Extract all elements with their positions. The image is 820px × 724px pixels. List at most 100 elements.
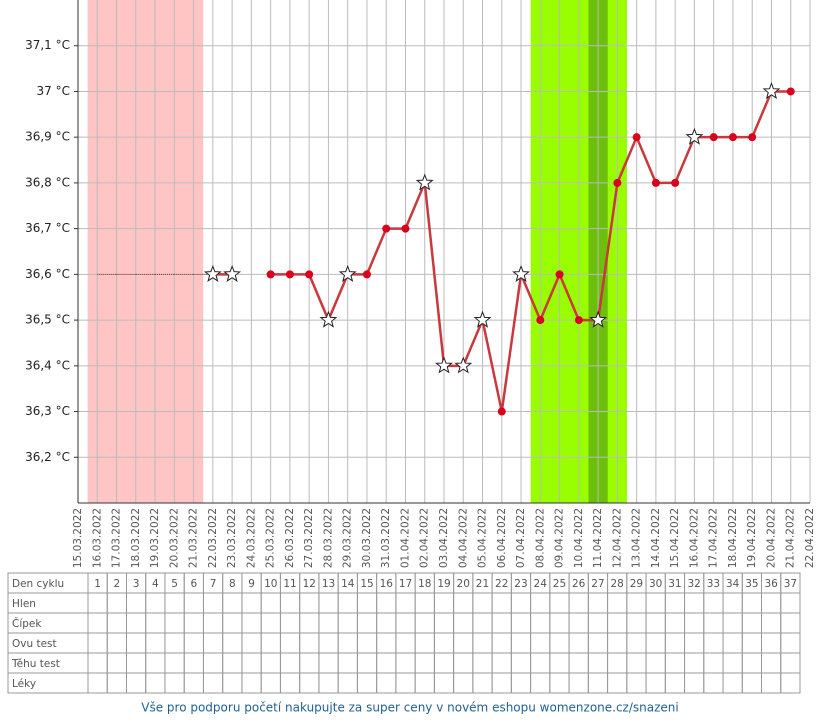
- table-cell: [530, 612, 551, 634]
- cycle-day: 24: [534, 578, 548, 590]
- table-cell: [722, 672, 743, 694]
- cycle-day: 7: [210, 578, 217, 590]
- row-label: Den cyklu: [12, 578, 64, 590]
- cycle-day: 34: [726, 578, 740, 590]
- table-cell: [376, 612, 397, 634]
- table-cell: [106, 592, 127, 614]
- table-cell: [222, 672, 243, 694]
- table-cell: [568, 612, 589, 634]
- table-cell: [356, 672, 378, 694]
- table-cell: [530, 672, 551, 694]
- table-cell: [260, 652, 281, 674]
- cycle-day: 13: [322, 578, 335, 590]
- cycle-day: 26: [572, 578, 586, 590]
- x-tick-label: 25.03.2022: [265, 508, 277, 568]
- point: [266, 270, 275, 279]
- x-tick-label: 09.04.2022: [554, 508, 566, 568]
- row-label: Těhu test: [11, 658, 60, 670]
- table-cell: [645, 612, 666, 634]
- table-cell: [145, 612, 166, 634]
- table-cell: [722, 612, 743, 634]
- table-cell: [395, 612, 416, 634]
- table-cell: [260, 592, 281, 614]
- table-cell: [241, 672, 262, 694]
- table-cell: [279, 612, 301, 634]
- cycle-day: 1: [94, 578, 101, 590]
- table-cell: [626, 612, 647, 634]
- cycle-day: 19: [437, 578, 450, 590]
- table-cell: [780, 592, 801, 614]
- table-cell: [510, 632, 532, 654]
- line-segment: [500, 274, 523, 412]
- table-cell: [703, 672, 724, 694]
- table-cell: [356, 652, 378, 674]
- table-cell: [202, 612, 224, 634]
- y-tick-label: 37,1 °C: [25, 38, 70, 52]
- table-cell: [472, 652, 493, 674]
- table-cell: [337, 612, 358, 634]
- table-cell: [761, 672, 782, 694]
- x-tick-label: 11.04.2022: [592, 508, 604, 568]
- table-cell: [260, 672, 281, 694]
- point: [362, 270, 371, 279]
- point: [786, 87, 795, 96]
- table-cell: [664, 612, 686, 634]
- table-cell: [414, 592, 435, 614]
- cycle-day: 17: [399, 578, 412, 590]
- x-tick-label: 06.04.2022: [496, 508, 508, 568]
- table-cell: [761, 592, 782, 614]
- table-cell: [684, 652, 705, 674]
- point: [497, 407, 506, 416]
- x-tick-label: 16.04.2022: [688, 508, 700, 568]
- table-cell: [356, 592, 378, 614]
- table-cell: [318, 592, 339, 614]
- table-cell: [491, 632, 512, 654]
- table-cell: [510, 672, 532, 694]
- table-cell: [684, 672, 705, 694]
- table-cell: [722, 632, 743, 654]
- table-cell: [395, 632, 416, 654]
- table-cell: [183, 652, 204, 674]
- table-cell: [433, 672, 455, 694]
- table-cell: [145, 652, 166, 674]
- table-cell: [472, 672, 493, 694]
- point: [748, 133, 757, 142]
- table-cell: [645, 592, 666, 614]
- table-cell: [433, 632, 455, 654]
- cycle-day: 31: [668, 578, 681, 590]
- table-cell: [318, 652, 339, 674]
- table-cell: [664, 652, 686, 674]
- table-cell: [183, 592, 204, 614]
- cycle-day: 29: [630, 578, 643, 590]
- table-cell: [607, 672, 628, 694]
- star-point: [512, 264, 530, 282]
- x-tick-label: 24.03.2022: [245, 508, 257, 568]
- table-cell: [626, 672, 647, 694]
- table-cell: [318, 672, 339, 694]
- x-tick-label: 27.03.2022: [303, 508, 315, 568]
- table-cell: [260, 612, 281, 634]
- table-cell: [587, 592, 609, 614]
- line-segment: [365, 228, 388, 275]
- table-cell: [106, 612, 127, 634]
- line-segment: [558, 273, 580, 321]
- table-cell: [279, 632, 301, 654]
- table-cell: [741, 632, 763, 654]
- shop-link[interactable]: Vše pro podporu početí nakupujte za supe…: [141, 701, 678, 715]
- y-tick-label: 37 °C: [37, 84, 70, 98]
- x-tick-label: 23.03.2022: [226, 508, 238, 568]
- x-tick-label: 08.04.2022: [534, 508, 546, 568]
- star-point: [435, 356, 453, 374]
- table-cell: [664, 632, 686, 654]
- cycle-day: 6: [190, 578, 197, 590]
- x-tick-label: 26.03.2022: [284, 508, 296, 568]
- table-cell: [106, 652, 127, 674]
- table-cell: [164, 612, 185, 634]
- y-tick-label: 36,2 °C: [25, 450, 70, 464]
- table-cell: [626, 592, 647, 614]
- table-cell: [491, 612, 512, 634]
- table-cell: [549, 652, 570, 674]
- table-cell: [472, 592, 493, 614]
- table-cell: [741, 612, 763, 634]
- cycle-day: 25: [553, 578, 566, 590]
